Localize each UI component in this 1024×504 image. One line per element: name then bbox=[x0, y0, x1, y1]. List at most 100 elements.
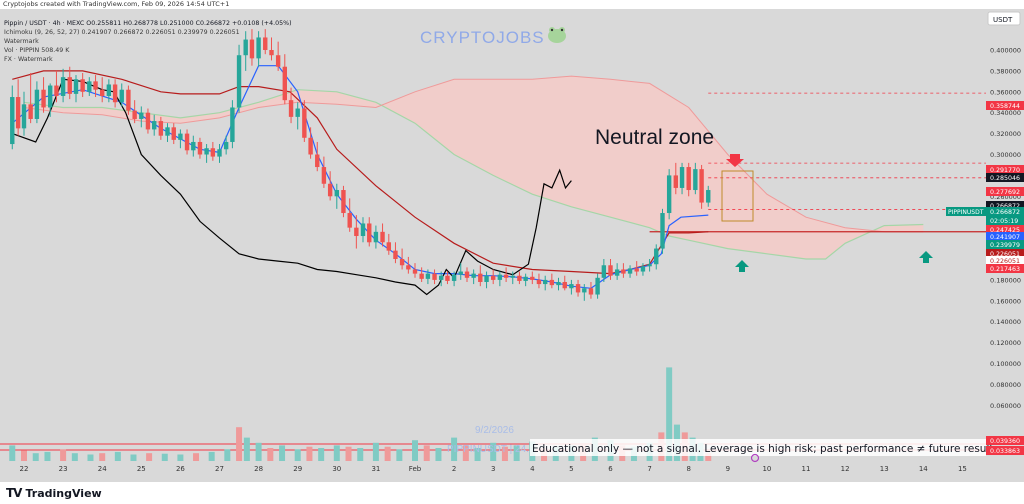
candle-body bbox=[549, 279, 555, 286]
price-axis: 0.400000 0.380000 0.360000 0.340000 0.320000… bbox=[946, 47, 1024, 455]
x-tick-label: 29 bbox=[293, 465, 302, 473]
candle-body bbox=[10, 97, 15, 145]
currency-button[interactable]: USDT bbox=[987, 11, 1021, 26]
candle-body bbox=[654, 248, 659, 265]
candle-body bbox=[191, 141, 196, 151]
candle-body bbox=[230, 107, 235, 142]
x-tick-label: 24 bbox=[98, 465, 107, 473]
y-tick-label: 0.060000 bbox=[990, 402, 1021, 410]
candle-body bbox=[119, 89, 124, 103]
candle-body bbox=[471, 273, 476, 278]
volume-bar bbox=[44, 451, 51, 461]
x-tick-label: 3 bbox=[491, 465, 495, 473]
candle-body bbox=[263, 37, 268, 50]
volume-bar bbox=[462, 445, 469, 461]
x-tick-label: 10 bbox=[762, 465, 771, 473]
candle-body bbox=[373, 231, 379, 243]
y-tick-label: 0.140000 bbox=[990, 318, 1021, 326]
candle-body bbox=[666, 175, 672, 214]
candle-body bbox=[569, 284, 574, 289]
candle-body bbox=[621, 269, 626, 274]
candlesticks bbox=[10, 29, 711, 301]
volume-bar bbox=[474, 448, 481, 461]
candle-body bbox=[634, 268, 639, 272]
candle-body bbox=[112, 84, 118, 103]
volume-watermark: PIPPINUSDT | 24... bbox=[447, 444, 534, 455]
volume-bar bbox=[372, 442, 379, 461]
x-tick-label: 2 bbox=[452, 465, 456, 473]
buy-arrow-icon-right bbox=[919, 251, 933, 263]
y-tick-label: 0.080000 bbox=[990, 381, 1021, 389]
candle-body bbox=[321, 167, 327, 184]
legend-line: Ichimoku (9, 26, 52, 27) 0.241907 0.2668… bbox=[4, 29, 240, 36]
volume-bar bbox=[243, 437, 250, 461]
x-tick-label: 8 bbox=[686, 465, 690, 473]
candle-body bbox=[47, 85, 53, 108]
candle-body bbox=[178, 133, 183, 140]
volume-bar bbox=[279, 445, 286, 461]
price-label-text: 0.247425 bbox=[990, 227, 1020, 234]
candle-body bbox=[21, 104, 27, 129]
volume-bar bbox=[513, 445, 520, 461]
candle-body bbox=[432, 273, 437, 280]
candle-body bbox=[80, 79, 85, 92]
legend-line: FX · Watermark bbox=[4, 56, 53, 63]
disclaimer-bg bbox=[530, 439, 986, 456]
y-tick-label: 0.320000 bbox=[990, 130, 1021, 138]
x-tick-label: 11 bbox=[802, 465, 811, 473]
volume-bar bbox=[9, 445, 16, 461]
candle-body bbox=[543, 279, 548, 285]
volume-bar bbox=[384, 446, 391, 461]
candle-body bbox=[223, 141, 229, 150]
candle-body bbox=[425, 273, 431, 279]
price-label-box bbox=[986, 232, 1024, 241]
legend-line: Pippin / USDT · 4h · MEXC O0.255811 H0.2… bbox=[4, 20, 292, 27]
replay-icon[interactable] bbox=[750, 453, 760, 463]
candle-body bbox=[288, 100, 294, 117]
candle-body bbox=[341, 190, 346, 214]
y-tick-label: 0.380000 bbox=[990, 67, 1021, 75]
price-label-text: 0.217463 bbox=[990, 266, 1020, 273]
x-tick-label: 9 bbox=[726, 465, 730, 473]
volume-bar bbox=[208, 451, 215, 461]
candle-body bbox=[87, 81, 92, 92]
candle-body bbox=[497, 274, 503, 280]
top-caption-bar: Cryptojobs created with TradingView.com,… bbox=[0, 0, 1024, 9]
volume-bar bbox=[306, 446, 313, 461]
candle-body bbox=[679, 167, 685, 188]
candle-body bbox=[686, 167, 691, 191]
volume-bar bbox=[32, 453, 39, 461]
tradingview-logo[interactable]: TV TradingView bbox=[6, 486, 102, 500]
price-label-text: 0.226051 bbox=[990, 251, 1020, 258]
candle-body bbox=[484, 275, 489, 282]
price-label-box bbox=[986, 240, 1024, 249]
price-label-box bbox=[986, 165, 1024, 174]
candle-body bbox=[334, 190, 339, 197]
time-axis: 22 23 24 25 26 27 28 29 30 31 Feb 2 3 4 5 6 7 8 9 10 11 12 13 1… bbox=[20, 465, 967, 473]
candle-body bbox=[582, 288, 587, 293]
candle-body bbox=[693, 169, 698, 191]
volume-bar bbox=[490, 442, 497, 461]
candle-body bbox=[34, 89, 40, 119]
price-label-text: 0.291770 bbox=[990, 167, 1020, 174]
volume-bar bbox=[177, 454, 184, 461]
bottom-bar: TV TradingView bbox=[0, 482, 1024, 504]
neutral-zone-label: Neutral zone bbox=[595, 126, 714, 149]
y-tick-label: 0.100000 bbox=[990, 360, 1021, 368]
candle-body bbox=[100, 89, 105, 96]
x-tick-label: 7 bbox=[647, 465, 651, 473]
candle-body bbox=[197, 141, 203, 155]
price-label-box bbox=[986, 436, 1024, 445]
x-tick-label: Feb bbox=[409, 465, 422, 473]
y-tick-label: 0.260000 bbox=[990, 193, 1021, 201]
x-tick-label: 31 bbox=[371, 465, 380, 473]
candle-body bbox=[464, 271, 470, 278]
x-tick-label: 6 bbox=[608, 465, 613, 473]
price-label-box bbox=[986, 187, 1024, 196]
price-label-text: 0.226051 bbox=[990, 258, 1020, 265]
volume-bar bbox=[114, 451, 121, 461]
price-chart[interactable]: CRYPTOJOBS Neutral zone 9/2/2026 PIPPINU… bbox=[0, 9, 1024, 482]
candle-body bbox=[308, 137, 313, 155]
candle-body bbox=[503, 274, 509, 278]
candle-body bbox=[54, 85, 59, 96]
